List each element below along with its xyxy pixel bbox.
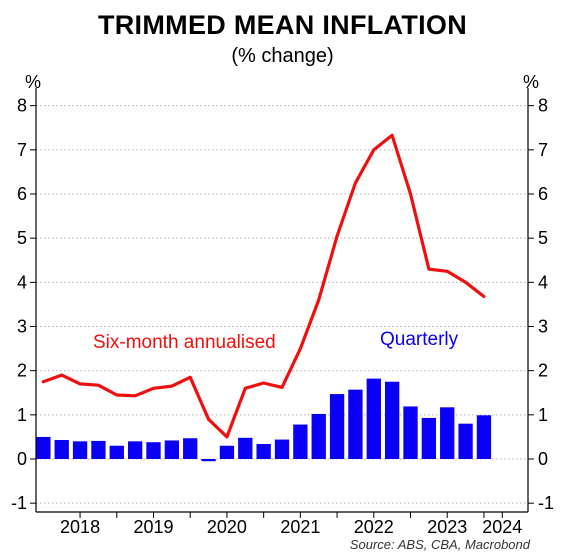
six-month-annualised-line	[41, 133, 486, 439]
axis-layer: -1 -1 0 0 1 1 2 2 3 3 4 4 5 5 6 6 7 7 8 8 2018 2019 2020 2021 20…	[11, 88, 554, 537]
quarterly-bar	[293, 424, 308, 459]
bar-series	[36, 378, 492, 462]
quarterly-bar	[421, 417, 437, 459]
y-tick-label-right: 2	[538, 361, 548, 381]
quarterly-bar	[440, 407, 455, 459]
y-axis-label-right: %	[523, 72, 539, 92]
chart-title: TRIMMED MEAN INFLATION	[97, 10, 468, 40]
quarterly-bar	[476, 415, 492, 459]
x-tick-label: 2022	[354, 517, 394, 537]
y-tick-label-left: 4	[17, 272, 27, 292]
y-tick-label-left: 0	[17, 449, 27, 469]
y-tick-label-left: 3	[17, 317, 27, 337]
quarterly-bar	[403, 406, 418, 459]
quarterly-bar	[458, 423, 473, 459]
quarterly-bar	[183, 438, 198, 459]
line-series-annotation: Six-month annualised	[93, 332, 276, 353]
quarterly-bar	[329, 394, 345, 459]
y-tick-label-left: 1	[17, 405, 27, 425]
quarterly-bar	[164, 440, 180, 459]
y-tick-label-right: 8	[538, 96, 548, 116]
y-axis-label-left: %	[25, 72, 41, 92]
quarterly-bar	[311, 413, 326, 459]
y-tick-label-left: 5	[17, 228, 27, 248]
quarterly-bar	[274, 439, 290, 459]
y-tick-label-right: 1	[538, 405, 548, 425]
quarterly-bar	[348, 389, 363, 459]
quarterly-bar	[36, 436, 51, 459]
quarterly-bar	[366, 378, 381, 459]
y-tick-label-right: 7	[538, 140, 548, 160]
y-tick-label-right: -1	[538, 493, 554, 513]
quarterly-bar	[72, 441, 88, 459]
x-tick-label: 2023	[427, 517, 467, 537]
quarterly-bar	[256, 443, 271, 459]
y-tick-label-right: 0	[538, 449, 548, 469]
y-tick-label-left: -1	[11, 493, 27, 513]
quarterly-bar	[54, 440, 69, 459]
bar-series-annotation: Quarterly	[380, 329, 459, 350]
label-layer: % % Six-month annualised Quarterly Sourc…	[25, 72, 539, 552]
x-tick-label: 2021	[280, 517, 320, 537]
quarterly-bar	[146, 442, 161, 459]
chart-subtitle: (% change)	[231, 45, 334, 67]
y-tick-label-left: 7	[17, 140, 27, 160]
x-tick-label: 2018	[60, 517, 100, 537]
quarterly-bar	[91, 440, 106, 459]
source-note: Source: ABS, CBA, Macrobond	[350, 537, 531, 552]
y-tick-label-left: 6	[17, 184, 27, 204]
quarterly-bar	[201, 459, 216, 462]
x-tick-label: 2019	[133, 517, 173, 537]
quarterly-bar	[238, 437, 253, 459]
y-tick-label-right: 3	[538, 317, 548, 337]
x-tick-label: 2020	[207, 517, 247, 537]
quarterly-bar	[127, 441, 143, 459]
quarterly-bar	[219, 445, 235, 459]
quarterly-bar	[109, 445, 124, 459]
line-series-layer	[41, 133, 486, 439]
y-tick-label-right: 5	[538, 228, 548, 248]
y-tick-label-right: 4	[538, 272, 548, 292]
x-tick-label: 2024	[482, 517, 522, 537]
quarterly-bar	[384, 381, 400, 459]
y-tick-label-left: 2	[17, 361, 27, 381]
y-tick-label-left: 8	[17, 96, 27, 116]
y-tick-label-right: 6	[538, 184, 548, 204]
